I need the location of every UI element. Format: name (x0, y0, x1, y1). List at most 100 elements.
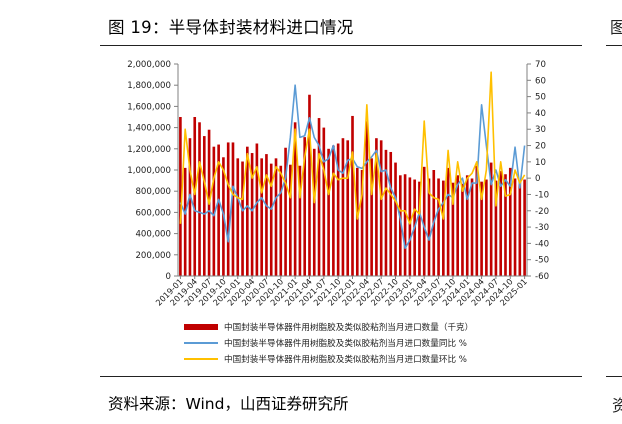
left-tick-label: 0 (166, 272, 171, 282)
bar-2019-09 (217, 144, 220, 276)
legend-label-mom: 中国封装半导体器件用树脂胶及类似胶粘剂当月进口数量环比 % (224, 355, 467, 365)
legend-swatch-yoy (184, 342, 218, 344)
bar-2023-09 (446, 167, 450, 276)
bars-group (179, 94, 526, 277)
bar-2024-05 (485, 179, 488, 276)
bar-2020-02 (241, 161, 244, 276)
bar-2024-02 (470, 178, 474, 276)
left-tick-label: 1,200,000 (127, 145, 171, 155)
bar-2021-07 (322, 127, 326, 276)
bar-2023-07 (437, 178, 440, 276)
bar-2020-07 (265, 154, 268, 276)
bar-2020-01 (236, 158, 240, 276)
legend-item-mom: 中国封装半导体器件用树脂胶及类似胶粘剂当月进口数量环比 % (184, 351, 473, 367)
right-tick-label: 10 (535, 158, 546, 168)
right-tick-label: 60 (535, 76, 546, 86)
bar-2021-12 (346, 140, 350, 276)
right-tick-label: 40 (535, 109, 546, 119)
bar-2021-05 (312, 148, 316, 276)
bar-2020-03 (246, 146, 249, 276)
bar-2024-12 (518, 181, 522, 276)
bar-2024-11 (513, 178, 517, 276)
bar-2023-12 (461, 183, 464, 276)
bar-2022-05 (370, 158, 373, 276)
title-rule (100, 45, 582, 46)
legend-item-import-volume: 中国封装半导体器件用树脂胶及类似胶粘剂当月进口数量（千克） (184, 319, 473, 335)
bar-2022-07 (379, 140, 383, 276)
left-tick-label: 1,000,000 (127, 166, 171, 176)
mom-line (179, 71, 526, 225)
bar-2022-08 (384, 149, 388, 276)
left-tick-label: 200,000 (135, 251, 171, 261)
left-tick-label: 1,800,000 (127, 81, 171, 91)
legend-label-import-volume: 中国封装半导体器件用树脂胶及类似胶粘剂当月进口数量（千克） (224, 323, 474, 333)
next-column-rule-top (606, 45, 622, 46)
left-tick-label: 2,000,000 (127, 60, 171, 70)
bar-2024-09 (504, 174, 507, 276)
bar-2023-03 (418, 181, 421, 276)
right-tick-label: 20 (535, 142, 546, 152)
right-tick-label: -30 (535, 223, 549, 233)
left-tick-label: 400,000 (135, 230, 171, 240)
left-tick-label: 1,600,000 (127, 102, 171, 112)
bar-2020-09 (274, 158, 278, 276)
bar-2021-09 (332, 145, 335, 276)
bar-2025-01 (523, 179, 526, 276)
bar-2019-11 (226, 142, 230, 276)
legend: 中国封装半导体器件用树脂胶及类似胶粘剂当月进口数量（千克） 中国封装半导体器件用… (184, 319, 473, 367)
bar-2024-01 (465, 175, 469, 276)
bar-2024-08 (499, 171, 503, 276)
bar-2021-10 (336, 143, 340, 276)
bar-2020-06 (260, 158, 263, 276)
bar-2023-04 (422, 166, 426, 276)
bar-2019-08 (212, 146, 216, 276)
bar-2020-10 (279, 165, 283, 276)
bar-2021-06 (317, 118, 321, 276)
bar-2022-12 (403, 174, 407, 276)
bar-2022-01 (351, 115, 354, 276)
bar-2021-02 (298, 165, 302, 276)
bar-2023-08 (442, 180, 445, 276)
bar-2022-10 (394, 162, 397, 276)
bar-2019-06 (202, 136, 206, 276)
bar-2019-12 (231, 142, 235, 276)
bar-2022-04 (365, 121, 369, 277)
legend-swatch-bar (184, 324, 218, 330)
bar-2023-05 (427, 178, 431, 276)
bar-2019-05 (198, 122, 201, 276)
bar-2024-04 (480, 181, 483, 276)
bar-2021-03 (303, 137, 307, 276)
bar-2021-01 (293, 122, 297, 276)
next-column-rule-bottom (606, 376, 622, 377)
right-tick-label: -20 (535, 207, 549, 217)
bar-2020-12 (289, 164, 292, 276)
legend-swatch-mom (184, 358, 218, 360)
right-tick-label: -50 (535, 256, 549, 266)
bar-2024-07 (494, 180, 498, 276)
bar-2020-04 (250, 153, 254, 276)
next-column-source-glyph: 资 (612, 396, 622, 415)
left-tick-label: 800,000 (135, 187, 171, 197)
right-tick-label: -40 (535, 239, 549, 249)
figure-title: 图 19：半导体封装材料进口情况 (108, 18, 354, 37)
bar-2021-04 (308, 94, 311, 277)
source-note: 资料来源：Wind，山西证券研究所 (108, 395, 349, 413)
bar-2022-02 (355, 167, 359, 276)
bar-2022-09 (389, 151, 393, 276)
right-tick-label: 50 (535, 93, 546, 103)
source-rule (100, 376, 582, 377)
right-tick-label: 0 (535, 174, 540, 184)
right-tick-label: 70 (535, 60, 546, 70)
bar-2024-03 (475, 165, 479, 276)
lines-group (179, 71, 526, 250)
bar-2019-03 (188, 138, 192, 276)
bar-2023-01 (408, 177, 412, 276)
bar-2024-06 (489, 162, 493, 276)
bar-2021-11 (341, 138, 345, 276)
legend-label-yoy: 中国封装半导体器件用树脂胶及类似胶粘剂当月进口数量同比 % (224, 339, 467, 349)
bar-2022-11 (398, 175, 402, 276)
next-column-title-glyph: 图 (610, 18, 622, 37)
bar-2023-11 (456, 175, 459, 276)
bar-2021-08 (327, 148, 330, 276)
